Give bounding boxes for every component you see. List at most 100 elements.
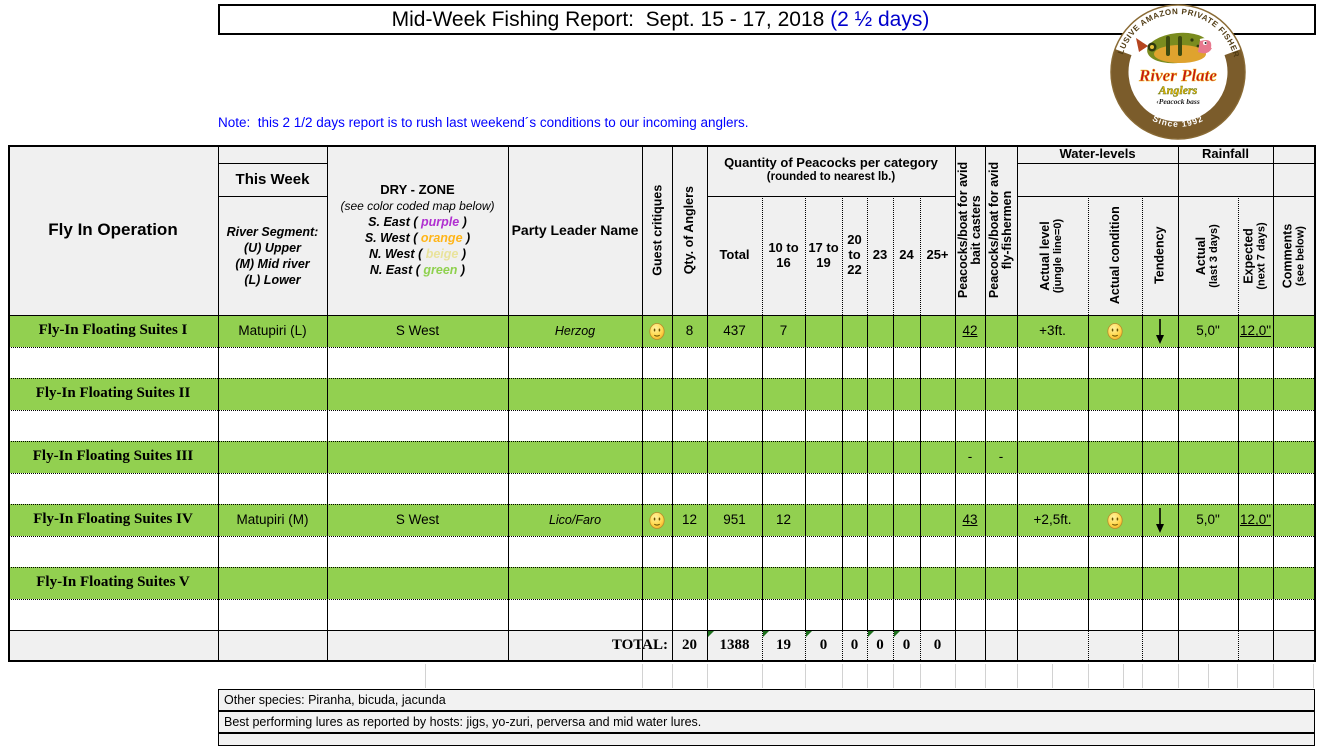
grid-line-h [8,599,1316,600]
grid-line-v [1238,196,1239,315]
grid-line-v [1088,315,1089,630]
spreadsheet-gridline [955,664,956,688]
col-header-comments: Comments (see below) [1280,223,1307,288]
cell-rain-actual[interactable]: 5,0" [1196,512,1220,528]
grid-line-v [762,315,763,630]
cell-leader[interactable]: Lico/Faro [548,512,602,527]
dry-zone-subtitle: (see color coded map below) [340,199,495,213]
cell-guest-critique[interactable] [642,504,672,536]
cell-segment[interactable]: Matupiri (M) [236,512,309,528]
grid-line-v [1142,315,1143,630]
quantity-title: Quantity of Peacocks per category [724,155,938,171]
cell-condition[interactable] [1088,504,1142,536]
col-header-actual-condition: Actual condition [1107,206,1122,305]
spreadsheet-gridline [707,664,708,688]
grid-line-v [842,630,843,662]
col-header-quantity-peacocks: Quantity of Peacocks per category (round… [707,145,955,196]
report-title-main: Mid-Week Fishing Report: Sept. 15 - 17, … [391,7,831,31]
cell-rain-actual[interactable]: 5,0" [1196,323,1220,339]
report-title-days: (2 ½ days) [830,7,930,31]
row-name-suites-5[interactable]: Fly-In Floating Suites V [36,574,190,591]
cell-tendency[interactable] [1142,315,1178,347]
table-border [1314,145,1316,662]
spreadsheet-gridline [1178,664,1179,688]
grid-line-v [508,145,509,662]
grid-line-v [218,145,219,662]
grid-line-v [805,315,806,630]
grid-line-v [920,315,921,630]
river-plate-anglers-logo: EXCLUSIVE AMAZON PRIVATE FISHERIES Since… [1108,2,1246,140]
cell-water-level[interactable]: +3ft. [1039,323,1066,339]
cell-bait-casters[interactable]: 42 [962,323,978,339]
cell-rain-expected[interactable]: 12,0" [1239,323,1272,339]
row-band [8,567,1316,599]
row-band [8,441,1316,473]
footer-empty-row[interactable] [218,733,1315,746]
cell-tendency[interactable] [1142,504,1178,536]
grid-line-h [8,441,1316,442]
grid-line-v [672,145,673,662]
dry-zone-entry: S. East ( purple ) [368,215,467,229]
quantity-subtitle: (rounded to nearest lb.) [766,171,896,184]
grid-line-v [1178,145,1179,662]
row-name-suites-3[interactable]: Fly-In Floating Suites III [32,448,194,465]
total-24[interactable]: 0 [902,637,911,654]
cell-anglers[interactable]: 8 [685,323,694,339]
cell-anglers[interactable]: 12 [681,512,698,528]
footer-best-lures[interactable]: Best performing lures as reported by hos… [218,711,1315,733]
row-name-suites-2[interactable]: Fly-In Floating Suites II [35,385,191,402]
cell-zone[interactable]: S West [395,323,440,339]
grid-line-h [8,378,1316,379]
cell-guest-critique[interactable] [642,315,672,347]
cell-fly-fishermen[interactable]: - [998,449,1004,465]
total-anglers[interactable]: 20 [682,637,697,654]
spreadsheet-gridline [920,664,921,688]
table-border [8,145,10,662]
spreadsheet-gridline [1237,664,1238,688]
total-25plus[interactable]: 0 [933,637,942,654]
zone-color-word: green [423,263,458,277]
cell-rain-expected[interactable]: 12,0" [1239,512,1272,528]
cell-segment[interactable]: Matupiri (L) [238,323,307,339]
grid-line-v [867,196,868,315]
grid-line-h [8,536,1316,537]
footer-other-species[interactable]: Other species: Piranha, bicuda, jacunda [218,689,1315,711]
cell-zone[interactable]: S West [395,512,440,528]
grid-line-v [805,196,806,315]
cell-total[interactable]: 951 [723,512,746,528]
river-segment-line: (U) Upper [244,240,301,255]
grid-line-v [1088,196,1089,315]
dry-zone-entry: S. West ( orange ) [364,231,471,245]
grid-line-v [1238,630,1239,662]
formula-indicator-icon [868,631,874,637]
cell-10-16[interactable]: 12 [775,512,792,528]
grid-line-v [867,630,868,662]
total-23[interactable]: 0 [876,637,884,654]
cell-bait-casters[interactable]: - [967,449,973,465]
cell-bait-casters[interactable]: 43 [962,512,978,528]
river-segment-line: (M) Mid river [235,256,310,271]
grid-line-h [8,630,1316,631]
total-10-16[interactable]: 19 [776,637,791,654]
col-header-size-25plus: 25+ [926,247,949,263]
grid-line-h [8,315,1316,316]
cell-10-16[interactable]: 7 [779,323,788,339]
col-header-tendency: Tendency [1152,226,1167,285]
zone-color-word: purple [420,215,460,229]
cell-condition[interactable] [1088,315,1142,347]
table-border [8,145,1316,147]
grid-line-v [762,630,763,662]
total-20-22[interactable]: 0 [850,637,859,654]
total-peacocks[interactable]: 1388 [719,637,750,654]
cell-water-level[interactable]: +2,5ft. [1033,512,1072,528]
cell-leader[interactable]: Herzog [554,323,596,338]
spreadsheet-gridline [425,664,426,688]
spreadsheet-gridline [642,664,643,688]
report-note: Note: this 2 1/2 days report is to rush … [218,115,749,130]
cell-total[interactable]: 437 [723,323,746,339]
col-header-size-10-16: 10 to 16 [768,239,799,270]
row-name-suites-1[interactable]: Fly-In Floating Suites I [38,322,188,339]
row-name-suites-4[interactable]: Fly-In Floating Suites IV [33,511,193,528]
grid-line-v [893,315,894,630]
total-17-19[interactable]: 0 [819,637,828,654]
